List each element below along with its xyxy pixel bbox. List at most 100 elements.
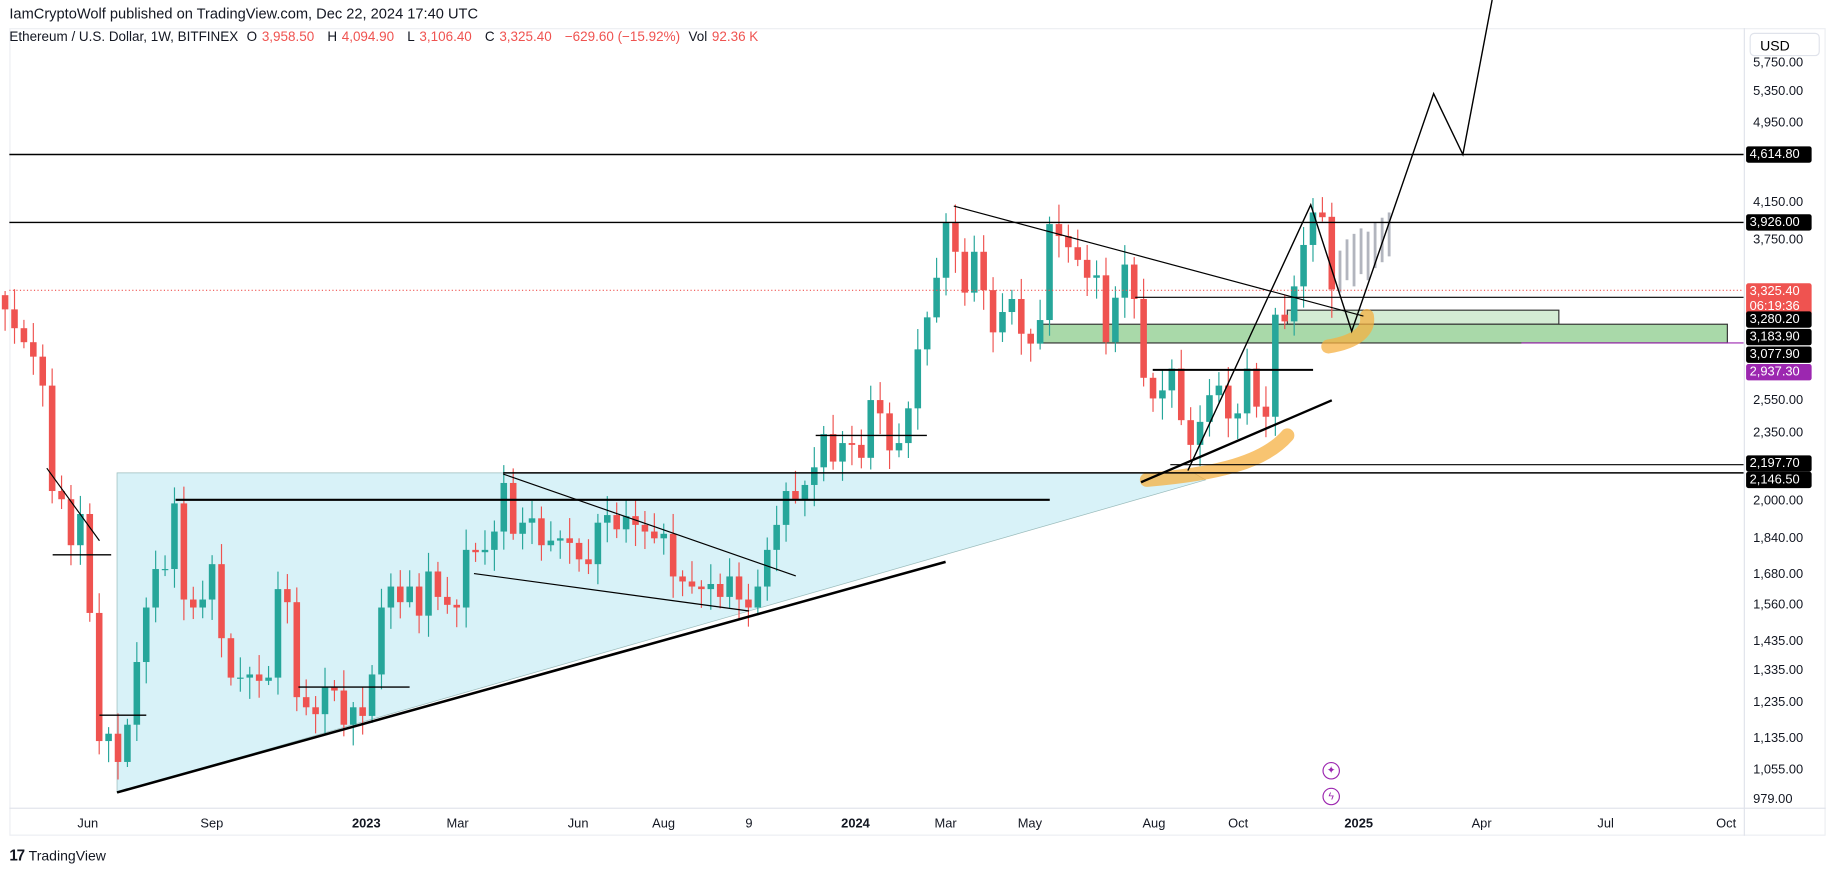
candle-body	[1055, 224, 1063, 237]
time-axis[interactable]: Jun Sep 2023 Mar Jun Aug 9 2024 Mar May …	[9, 807, 1826, 837]
tradingview-logo[interactable]: 17 TradingView	[9, 846, 106, 864]
time-tick: Mar	[446, 817, 469, 832]
candle	[406, 570, 413, 608]
candle	[1206, 379, 1213, 437]
candle-body	[284, 589, 291, 603]
candle-body	[726, 576, 733, 597]
time-tick: 9	[745, 817, 753, 832]
currency-selector[interactable]: USD	[1749, 32, 1820, 57]
candle	[1130, 257, 1138, 319]
candle	[11, 289, 18, 344]
candle-body	[491, 531, 498, 550]
candle	[331, 680, 338, 702]
candle-body	[1281, 314, 1289, 322]
candle-body	[604, 515, 611, 523]
candle-body	[142, 607, 150, 663]
candle-body	[585, 559, 592, 565]
candle-body	[11, 309, 18, 329]
candle-body	[105, 733, 112, 742]
candle-body	[462, 549, 470, 608]
price-tick: 2,550.00	[1753, 393, 1804, 408]
candle	[999, 293, 1006, 342]
candle-body	[349, 707, 357, 725]
candle	[133, 642, 141, 742]
candle	[378, 588, 385, 690]
candle	[1027, 328, 1034, 362]
candle-body	[651, 531, 658, 539]
candle-body	[1206, 395, 1213, 422]
price-tick: 979.00	[1753, 792, 1793, 807]
candle-body	[980, 251, 987, 291]
candle	[340, 670, 348, 737]
candle-body	[848, 443, 856, 445]
candle-body	[905, 408, 912, 444]
projection-path	[1187, 0, 1493, 471]
drawings-front	[9, 0, 1744, 794]
high-label: H	[327, 30, 338, 45]
candle-body	[867, 400, 875, 458]
candle-body	[1225, 385, 1232, 419]
candle	[237, 657, 244, 692]
candle	[86, 503, 94, 622]
brand-name: TradingView	[28, 846, 106, 864]
chart-frame	[9, 28, 1826, 836]
candle-body	[858, 444, 865, 458]
candle	[716, 573, 724, 609]
candle	[792, 470, 799, 504]
price-tick: 1,560.00	[1753, 598, 1804, 613]
price-chart[interactable]	[0, 0, 1744, 808]
candle	[58, 475, 65, 510]
candle	[265, 665, 272, 686]
candle	[387, 573, 395, 629]
candle-body	[782, 491, 790, 525]
candle-body	[952, 223, 959, 252]
candle-body	[500, 482, 508, 532]
high-value: 4,094.90	[341, 30, 395, 45]
candle-body	[886, 413, 893, 451]
drawings-back	[116, 309, 1728, 793]
candle-body	[989, 290, 997, 333]
price-tick: 5,350.00	[1753, 84, 1804, 99]
candle-body	[86, 514, 94, 613]
candle-body	[95, 612, 103, 742]
candle	[349, 702, 357, 746]
candle	[500, 465, 508, 550]
candle	[1215, 372, 1223, 403]
candle	[528, 500, 536, 545]
candle	[246, 666, 254, 699]
projected-candle	[1387, 212, 1391, 257]
candle	[989, 277, 997, 353]
candle-body	[312, 707, 319, 715]
candle	[669, 513, 677, 598]
open-label: O	[246, 30, 258, 45]
candle	[745, 583, 752, 627]
candle	[30, 323, 37, 375]
candle-body	[321, 687, 329, 715]
highlight-mark	[1139, 428, 1295, 487]
candle	[152, 550, 159, 623]
candle	[255, 655, 263, 698]
candle-body	[265, 677, 272, 681]
sparkle-event-icon[interactable]: ✦	[1322, 761, 1340, 780]
candle-body	[1036, 320, 1044, 344]
purple-price-tag: 2,937.30	[1746, 364, 1812, 381]
candle-body	[133, 662, 141, 725]
candle-body	[519, 522, 526, 534]
candle	[867, 385, 875, 470]
candle	[472, 542, 479, 562]
symbol-name[interactable]: Ethereum / U.S. Dollar, 1W, BITFINEX	[9, 30, 239, 45]
candle-body	[1215, 385, 1223, 396]
lightning-event-icon[interactable]: ϟ	[1322, 787, 1340, 806]
highlight-mark	[1321, 309, 1375, 354]
candle	[585, 539, 592, 575]
candle	[180, 486, 188, 621]
candle	[613, 502, 620, 539]
demand-zone-light	[1286, 309, 1560, 325]
candle-body	[1027, 333, 1034, 344]
candle-body	[77, 514, 84, 546]
time-tick: 2025	[1344, 817, 1374, 832]
candle	[1187, 407, 1194, 462]
change-value: −629.60 (−15.92%)	[564, 30, 681, 45]
candle-body	[368, 674, 376, 716]
candle	[1055, 204, 1063, 258]
